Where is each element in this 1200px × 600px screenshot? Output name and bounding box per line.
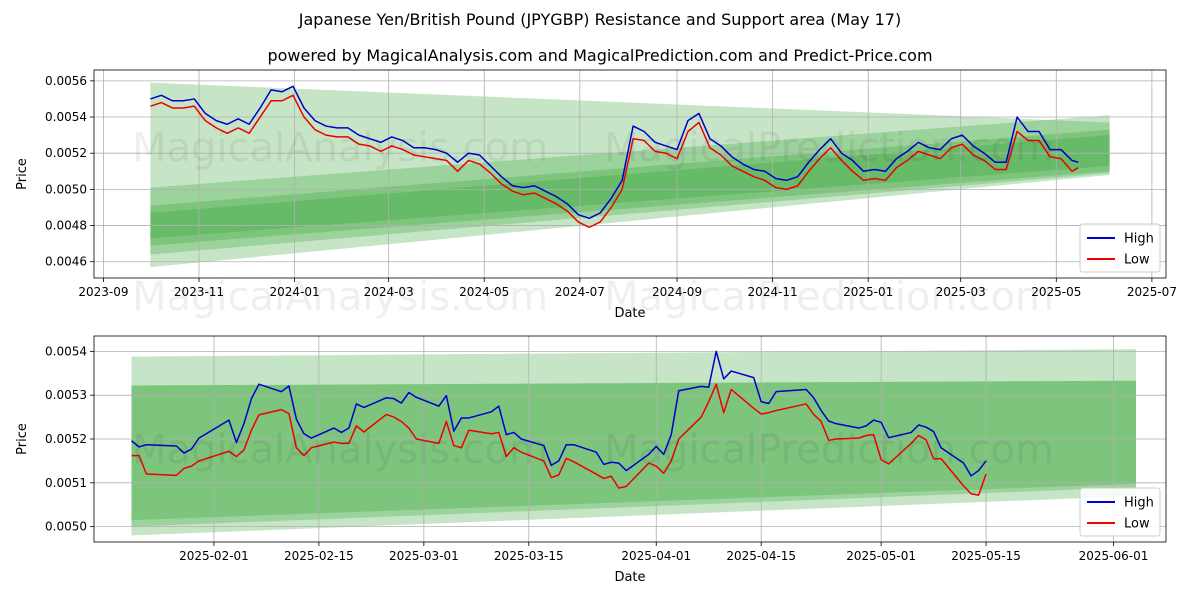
plot-area [94,336,1166,542]
x-tick-label: 2025-03-01 [389,549,459,563]
x-tick-label: 2024-03 [364,285,414,299]
x-tick-label: 2025-06-01 [1079,549,1149,563]
chart-title: Japanese Yen/British Pound (JPYGBP) Resi… [298,10,902,29]
y-tick-label: 0.0050 [45,520,87,534]
y-axis-label: Price [15,423,30,455]
series-line-low [150,94,1079,229]
x-tick-label: 2024-05 [459,285,509,299]
x-tick-label: 2025-07 [1127,285,1177,299]
x-tick-label: 2025-02-01 [179,549,249,563]
x-tick-label: 2024-09 [652,285,702,299]
watermark-text: MagicalAnalysis.com [132,427,548,473]
plot-area [94,70,1166,278]
x-tick-label: 2023-09 [78,285,128,299]
legend: High Low [1079,223,1161,273]
watermark-text: MagicalPrediction.com [604,125,1054,171]
legend: High Low [1079,487,1161,537]
watermark-text: MagicalAnalysis.com [132,125,548,171]
support-resistance-band [150,135,1110,239]
x-tick-label: 2025-03-15 [494,549,564,563]
y-tick-label: 0.0046 [45,255,87,269]
y-tick-label: 0.0056 [45,74,87,88]
y-tick-label: 0.0054 [45,344,87,358]
support-resistance-band [150,115,1110,255]
x-axis-label: Date [614,570,645,585]
chart-1: MagicalAnalysis.com MagicalPrediction.com… [15,69,1177,321]
x-tick-label: 2025-03 [936,285,986,299]
y-axis-label: Price [15,158,30,190]
legend-label-high: High [1124,496,1154,511]
x-tick-label: 2025-05 [1031,285,1081,299]
y-tick-label: 0.0053 [45,388,87,402]
y-tick-label: 0.0048 [45,219,87,233]
chart-2: MagicalAnalysis.com MagicalPrediction.com… [15,335,1167,585]
chart-subtitle: powered by MagicalAnalysis.com and Magic… [267,46,933,65]
y-tick-label: 0.0050 [45,182,87,196]
x-tick-label: 2025-02-15 [284,549,354,563]
watermark-text: MagicalAnalysis.com [132,274,548,320]
support-resistance-band [150,129,1110,246]
watermark-text: MagicalPrediction.com [604,274,1054,320]
y-tick-label: 0.0051 [45,476,87,490]
support-resistance-band [131,380,1137,521]
legend-label-low: Low [1124,253,1150,268]
plot-frame [93,69,1167,279]
x-tick-label: 2025-05-15 [951,549,1021,563]
y-tick-label: 0.0054 [45,110,87,124]
x-tick-label: 2024-07 [555,285,605,299]
watermark-text: MagicalPrediction.com [604,427,1054,473]
x-axis-label: Date [614,306,645,321]
support-resistance-band [131,349,1137,536]
x-tick-label: 2025-04-15 [726,549,796,563]
support-resistance-band [150,82,1110,268]
x-tick-label: 2024-01 [270,285,320,299]
x-tick-label: 2023-11 [174,285,224,299]
series-line-high [131,350,987,477]
series-line-high [150,85,1079,220]
series-line-low [131,383,987,496]
y-tick-label: 0.0052 [45,146,87,160]
x-tick-label: 2024-11 [748,285,798,299]
x-tick-label: 2025-04-01 [621,549,691,563]
y-tick-label: 0.0052 [45,432,87,446]
legend-label-low: Low [1124,517,1150,532]
x-tick-label: 2025-01 [843,285,893,299]
x-tick-label: 2025-05-01 [846,549,916,563]
legend-label-high: High [1124,232,1154,247]
